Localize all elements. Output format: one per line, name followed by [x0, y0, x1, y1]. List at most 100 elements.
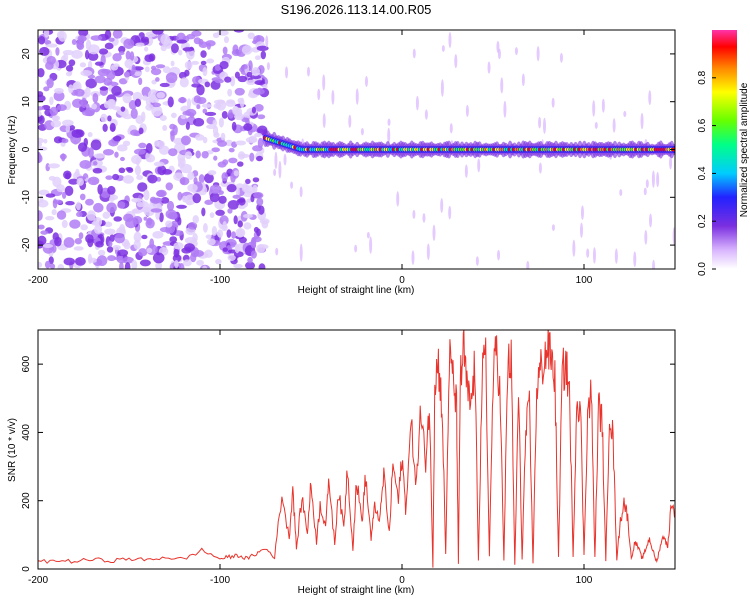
spectrogram-noise-cell: [241, 184, 250, 193]
spectrogram-noise-cell: [38, 106, 45, 111]
spectrogram-noise-cell: [191, 60, 200, 65]
spectrogram-noise-cell: [93, 202, 104, 213]
spectrogram-streak-cell: [448, 31, 452, 48]
spectrogram-noise-cell: [150, 102, 161, 108]
spectrogram-noise-cell: [241, 45, 253, 55]
snr-panel: -200 -100 0 100 0 200 400 600 Height of straigh…: [7, 329, 676, 596]
spectrogram-noise-cell: [258, 263, 266, 269]
spectrogram-noise-cell: [128, 99, 137, 110]
spectrogram-noise-cell: [38, 137, 44, 144]
spectrogram-streak-cell: [348, 114, 352, 128]
spectrogram-noise-cell: [39, 46, 50, 56]
spectrogram-noise-cell: [245, 261, 256, 269]
spectrogram-noise-cell: [243, 222, 252, 230]
spectrogram-noise-cell: [55, 47, 60, 56]
spectrogram-streak-cell: [354, 244, 358, 253]
spectrogram-noise-cell: [235, 140, 247, 146]
spectrogram-streak-cell: [542, 117, 546, 134]
spectrogram-noise-cell: [38, 68, 45, 78]
spectrogram-noise-cell: [72, 98, 84, 108]
spectrogram-noise-cell: [122, 93, 132, 104]
spectrogram-streak-cell: [415, 95, 419, 111]
spectrogram-noise-cell: [236, 161, 244, 167]
spectrogram-noise-cell: [75, 201, 81, 211]
spectrogram-noise-cell: [43, 30, 50, 38]
spectrogram-streak-cell: [440, 79, 444, 97]
spectrogram-noise-cell: [221, 172, 228, 182]
spectrogram-noise-cell: [193, 249, 204, 257]
spectrogram-noise-cell: [196, 259, 205, 266]
snr-ytick-label: 0: [21, 566, 32, 572]
spectrogram-noise-cell: [131, 259, 138, 269]
spectrogram-noise-cell: [114, 151, 119, 158]
spectrogram-noise-cell: [112, 30, 123, 39]
spectrogram-noise-cell: [86, 210, 96, 221]
spectrogram-noise-cell: [107, 185, 116, 195]
spectrogram-noise-cell: [161, 168, 173, 175]
spectrogram-noise-cell: [40, 230, 49, 235]
spectrogram-noise-cell: [231, 121, 237, 131]
spectrogram-noise-cell: [68, 178, 79, 185]
spectrogram-noise-cell: [206, 124, 217, 130]
spectrogram-noise-cell: [57, 104, 67, 112]
spectrogram-xtick-label: -200: [28, 275, 48, 286]
spectrogram-noise-cell: [222, 247, 228, 252]
spectrogram-noise-cell: [226, 184, 237, 193]
spectrogram-streak-cell: [360, 128, 364, 136]
spectrogram-noise-cell: [87, 253, 93, 264]
spectrogram-noise-cell: [178, 71, 187, 80]
spectrogram-noise-cell: [79, 193, 86, 201]
spectrogram-streak-cell: [612, 118, 616, 133]
spectrogram-noise-cell: [142, 95, 148, 101]
spectrogram-streak-cell: [514, 47, 518, 56]
spectrogram-noise-cell: [38, 35, 46, 45]
spectrogram-streak-cell: [487, 61, 491, 74]
spectrogram-streak-cell: [369, 236, 373, 254]
spectrogram-noise-cell: [162, 124, 168, 131]
spectrogram-noise-cell: [123, 213, 134, 223]
spectrogram-noise-cell: [118, 224, 126, 235]
snr-xtick-label: -200: [28, 575, 48, 586]
spectrogram-noise-cell: [206, 58, 215, 64]
colorbar-tick-label: 0.6: [697, 118, 708, 132]
spectrogram-noise-cell: [160, 34, 171, 46]
spectrogram-noise-cell: [227, 208, 233, 214]
spectrogram-noise-cell: [122, 140, 131, 147]
spectrogram-noise-cell: [52, 199, 63, 204]
spectrogram-noise-cell: [224, 76, 232, 83]
spectrogram-streak-cell: [440, 198, 444, 213]
spectrogram-noise-cell: [56, 210, 67, 220]
spectrogram-noise-cell: [120, 156, 125, 162]
spectrogram-noise-cell: [134, 148, 146, 155]
spectrogram-noise-cell: [98, 48, 109, 55]
spectrogram-noise-cell: [133, 231, 142, 243]
spectrogram-noise-cell: [38, 94, 46, 103]
spectrogram-noise-cell: [232, 194, 241, 199]
spectrogram-noise-cell: [144, 66, 150, 73]
snr-xtick-label: -100: [210, 575, 230, 586]
spectrogram-noise-cell: [223, 36, 230, 44]
spectrogram-noise-cell: [209, 212, 215, 218]
spectrogram-noise-cell: [108, 240, 113, 247]
spectrogram-streak-cell: [592, 100, 596, 117]
spectrogram-noise-cell: [74, 237, 82, 245]
spectrogram-noise-cell: [62, 49, 74, 56]
spectrogram-noise-cell: [80, 70, 93, 77]
spectrogram-noise-cell: [38, 152, 42, 163]
spectrogram-noise-cell: [131, 64, 136, 75]
spectrogram-noise-cell: [131, 197, 142, 203]
spectrogram-noise-cell: [256, 244, 266, 254]
spectrogram-noise-cell: [45, 193, 56, 198]
snr-ytick-label: 400: [21, 424, 32, 441]
spectrogram-streak-cell: [283, 153, 287, 166]
spectrogram-noise-cell: [247, 32, 255, 40]
spectrogram-noise-cell: [219, 60, 229, 70]
spectrogram-streak-cell: [317, 88, 321, 101]
spectrogram-noise-cell: [71, 49, 83, 59]
spectrogram-noise-cell: [145, 142, 153, 154]
spectrogram-noise-cell: [225, 139, 233, 147]
spectrogram-noise-cell: [165, 72, 178, 84]
spectrogram-streak-cell: [265, 35, 269, 48]
spectrogram-noise-cell: [38, 210, 43, 222]
